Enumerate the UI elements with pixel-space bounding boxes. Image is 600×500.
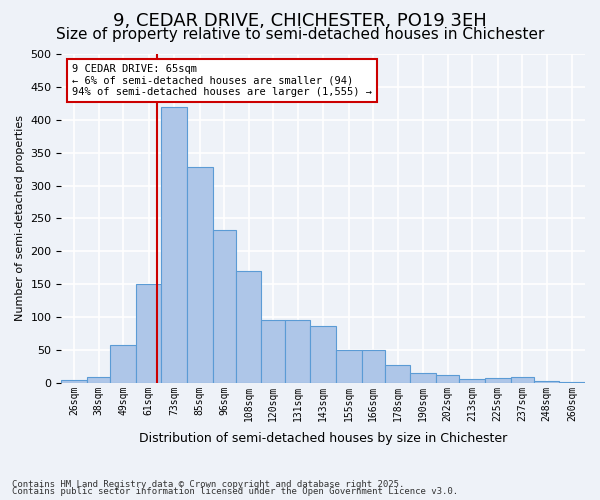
X-axis label: Distribution of semi-detached houses by size in Chichester: Distribution of semi-detached houses by … bbox=[139, 432, 508, 445]
Bar bbox=[410, 373, 436, 383]
Bar bbox=[236, 271, 262, 383]
Bar bbox=[385, 365, 410, 383]
Bar bbox=[336, 350, 362, 383]
Text: 9, CEDAR DRIVE, CHICHESTER, PO19 3EH: 9, CEDAR DRIVE, CHICHESTER, PO19 3EH bbox=[113, 12, 487, 30]
Bar bbox=[61, 380, 87, 383]
Text: 9 CEDAR DRIVE: 65sqm
← 6% of semi-detached houses are smaller (94)
94% of semi-d: 9 CEDAR DRIVE: 65sqm ← 6% of semi-detach… bbox=[72, 64, 372, 97]
Bar bbox=[485, 378, 511, 383]
Bar bbox=[460, 379, 485, 383]
Bar bbox=[136, 284, 161, 383]
Bar bbox=[310, 326, 336, 383]
Bar bbox=[262, 320, 285, 383]
Text: Size of property relative to semi-detached houses in Chichester: Size of property relative to semi-detach… bbox=[56, 28, 544, 42]
Bar bbox=[212, 230, 236, 383]
Bar bbox=[110, 346, 136, 383]
Bar bbox=[362, 350, 385, 383]
Bar bbox=[187, 167, 212, 383]
Bar bbox=[559, 382, 585, 383]
Bar bbox=[161, 106, 187, 383]
Bar bbox=[534, 381, 559, 383]
Bar bbox=[436, 375, 460, 383]
Bar bbox=[285, 320, 310, 383]
Bar bbox=[511, 377, 534, 383]
Text: Contains HM Land Registry data © Crown copyright and database right 2025.: Contains HM Land Registry data © Crown c… bbox=[12, 480, 404, 489]
Y-axis label: Number of semi-detached properties: Number of semi-detached properties bbox=[15, 116, 25, 322]
Text: Contains public sector information licensed under the Open Government Licence v3: Contains public sector information licen… bbox=[12, 487, 458, 496]
Bar bbox=[87, 377, 110, 383]
